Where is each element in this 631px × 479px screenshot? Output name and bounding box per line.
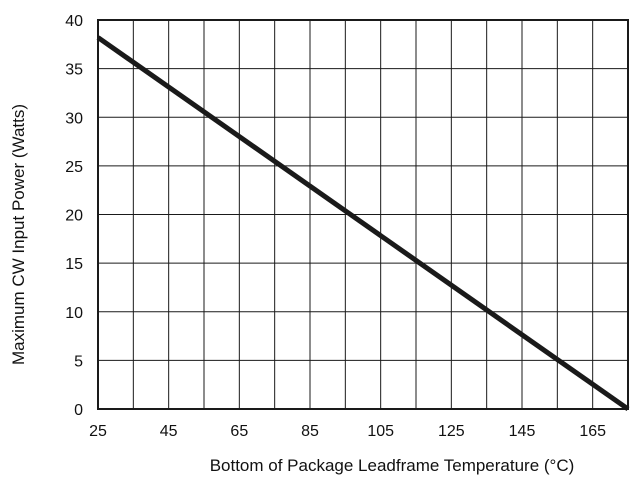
x-tick-label: 165 [579, 423, 606, 440]
x-tick-label: 125 [438, 423, 465, 440]
x-tick-label: 85 [301, 423, 319, 440]
plot-frame [97, 19, 629, 410]
y-tick-label: 25 [65, 159, 83, 176]
y-axis-label: Maximum CW Input Power (Watts) [9, 104, 28, 365]
x-tick-label: 25 [89, 423, 107, 440]
y-tick-label: 35 [65, 62, 83, 79]
x-axis-label: Bottom of Package Leadframe Temperature … [210, 456, 575, 475]
series-layer [96, 35, 630, 412]
y-tick-label: 5 [74, 353, 83, 370]
x-tick-label: 145 [509, 423, 536, 440]
x-tick-label: 65 [230, 423, 248, 440]
x-tick-labels: 25 45 65 85 105 125 145 165 [89, 423, 606, 440]
series-line [96, 35, 630, 412]
y-tick-label: 20 [65, 208, 83, 225]
y-tick-label: 30 [65, 110, 83, 127]
x-tick-label: 45 [160, 423, 178, 440]
y-tick-label: 10 [65, 305, 83, 322]
y-tick-label: 15 [65, 256, 83, 273]
y-tick-labels: 0 5 10 15 20 25 30 35 40 [65, 13, 83, 419]
y-tick-label: 40 [65, 13, 83, 30]
x-tick-label: 105 [367, 423, 394, 440]
y-tick-label: 0 [74, 402, 83, 419]
